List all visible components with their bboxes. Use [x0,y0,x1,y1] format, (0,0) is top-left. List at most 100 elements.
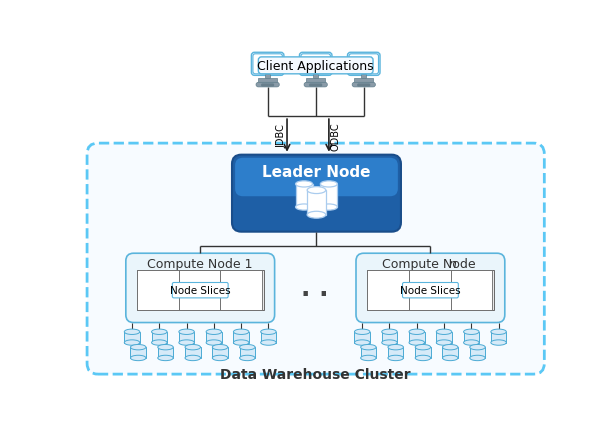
Bar [131,347,146,358]
Bar [296,184,312,208]
FancyBboxPatch shape [309,85,322,87]
Ellipse shape [124,340,140,345]
Ellipse shape [158,356,173,361]
Bar [261,332,276,343]
Ellipse shape [388,345,403,350]
Ellipse shape [206,329,222,335]
Ellipse shape [320,181,338,187]
FancyBboxPatch shape [352,83,375,88]
Ellipse shape [409,329,424,335]
FancyBboxPatch shape [357,85,370,87]
Ellipse shape [320,205,338,211]
Bar [206,332,222,343]
Bar [240,347,255,358]
Bar [362,75,366,79]
Ellipse shape [206,340,222,345]
Bar [436,332,452,343]
Bar [491,332,506,343]
FancyBboxPatch shape [126,254,275,323]
FancyBboxPatch shape [253,55,282,75]
Text: . .: . . [301,276,329,300]
Bar [470,347,485,358]
Ellipse shape [296,181,312,187]
Ellipse shape [354,329,370,335]
Bar [367,270,494,310]
Bar [152,332,167,343]
FancyBboxPatch shape [251,53,284,76]
FancyBboxPatch shape [258,58,373,75]
Bar [409,332,424,343]
Bar [158,347,173,358]
Ellipse shape [261,340,276,345]
Bar [464,332,479,343]
FancyBboxPatch shape [235,158,398,197]
FancyBboxPatch shape [87,144,545,374]
Bar [124,332,140,343]
Bar [415,347,431,358]
Ellipse shape [442,356,458,361]
Bar [307,190,326,215]
Text: Data Warehouse Cluster: Data Warehouse Cluster [221,367,411,381]
Ellipse shape [415,345,431,350]
FancyBboxPatch shape [261,85,274,87]
Ellipse shape [131,345,146,350]
FancyBboxPatch shape [356,254,505,323]
FancyBboxPatch shape [347,53,380,76]
Bar [258,79,277,83]
Ellipse shape [240,345,255,350]
FancyBboxPatch shape [349,55,378,75]
Bar [233,332,249,343]
Ellipse shape [185,356,201,361]
Bar [314,75,318,79]
Ellipse shape [388,356,403,361]
Ellipse shape [491,340,506,345]
Ellipse shape [464,329,479,335]
Text: Client Applications: Client Applications [257,60,374,73]
Ellipse shape [360,356,376,361]
Bar [137,270,179,310]
Ellipse shape [470,356,485,361]
Ellipse shape [213,356,228,361]
Bar [221,270,262,310]
Text: ODBC: ODBC [331,122,341,150]
Bar [265,75,270,79]
Ellipse shape [179,329,194,335]
Bar [360,347,376,358]
Bar [367,270,408,310]
Ellipse shape [233,329,249,335]
Ellipse shape [213,345,228,350]
Ellipse shape [491,329,506,335]
Text: Compute Node 1: Compute Node 1 [147,257,253,270]
Ellipse shape [240,356,255,361]
FancyBboxPatch shape [172,283,228,298]
Ellipse shape [261,329,276,335]
Ellipse shape [415,356,431,361]
Text: Leader Node: Leader Node [262,165,371,180]
Bar [388,347,403,358]
Text: Node Slices: Node Slices [400,286,461,295]
Ellipse shape [233,340,249,345]
Text: n: n [448,257,456,270]
Bar [450,270,492,310]
FancyBboxPatch shape [301,55,330,75]
Bar [320,184,338,208]
Bar [354,332,370,343]
Bar [179,332,194,343]
Bar [179,270,221,310]
Ellipse shape [382,340,397,345]
Text: Compute Node: Compute Node [381,257,479,270]
Bar [306,79,325,83]
Ellipse shape [179,340,194,345]
Ellipse shape [470,345,485,350]
Text: JDBC: JDBC [277,124,286,148]
Bar [185,347,201,358]
Bar [354,79,373,83]
Ellipse shape [436,329,452,335]
FancyBboxPatch shape [402,283,458,298]
Bar [213,347,228,358]
Ellipse shape [409,340,424,345]
Ellipse shape [382,329,397,335]
Ellipse shape [124,329,140,335]
Text: Node Slices: Node Slices [170,286,230,295]
Ellipse shape [442,345,458,350]
